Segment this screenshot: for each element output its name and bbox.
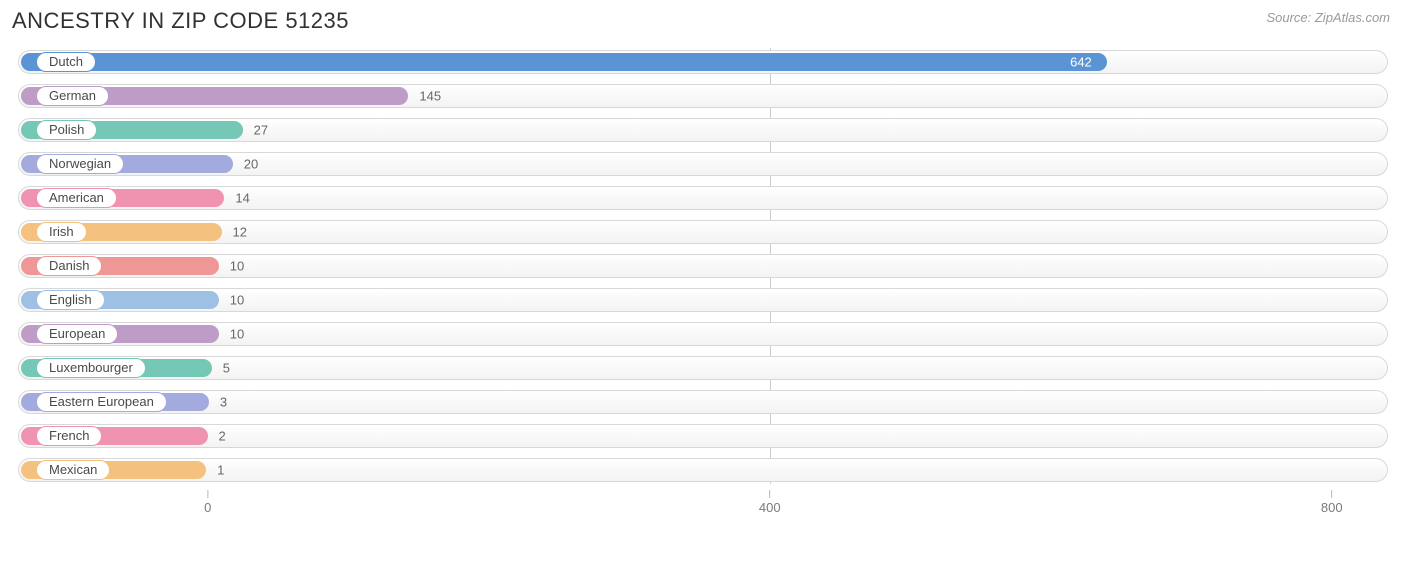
- bar-row: Dutch 642: [18, 48, 1388, 76]
- bar-label-pill: Dutch: [36, 52, 96, 72]
- bar-row: German 145: [18, 82, 1388, 110]
- bar-value-label: 5: [223, 361, 230, 376]
- bar-value-label: 27: [254, 123, 268, 138]
- axis-tick-line: [1331, 490, 1332, 498]
- axis-tick-line: [207, 490, 208, 498]
- axis-tick-label: 400: [759, 500, 781, 515]
- chart-title: ANCESTRY IN ZIP CODE 51235: [12, 8, 349, 34]
- bar-label-pill: European: [36, 324, 118, 344]
- axis-tick: 400: [759, 490, 781, 515]
- bar-label-pill: Mexican: [36, 460, 110, 480]
- bar-value-label: 14: [235, 191, 249, 206]
- axis-tick-label: 0: [204, 500, 211, 515]
- bar-label-pill: Polish: [36, 120, 97, 140]
- bar-row: Polish 27: [18, 116, 1388, 144]
- bar-row: Eastern European 3: [18, 388, 1388, 416]
- bar-track: [18, 220, 1388, 244]
- bar-row: American 14: [18, 184, 1388, 212]
- axis-tick: 0: [204, 490, 211, 515]
- axis-tick: 800: [1321, 490, 1343, 515]
- bar-value-label: 10: [230, 327, 244, 342]
- chart-plot: Dutch642German145Polish27Norwegian20Amer…: [18, 48, 1388, 484]
- bar-track: [18, 322, 1388, 346]
- bar-label-pill: German: [36, 86, 109, 106]
- chart-header: ANCESTRY IN ZIP CODE 51235 Source: ZipAt…: [12, 8, 1394, 34]
- bar-row: Mexican 1: [18, 456, 1388, 484]
- bar-value-label: 12: [233, 225, 247, 240]
- bar-track: [18, 288, 1388, 312]
- axis-tick-line: [769, 490, 770, 498]
- bar-row: French 2: [18, 422, 1388, 450]
- bar-label-pill: Luxembourger: [36, 358, 146, 378]
- bar-value-label: 3: [220, 395, 227, 410]
- bar-row: Luxembourger 5: [18, 354, 1388, 382]
- bar-value-label: 1: [217, 463, 224, 478]
- bar-label-pill: Irish: [36, 222, 87, 242]
- bar-row: European 10: [18, 320, 1388, 348]
- bar-label-pill: English: [36, 290, 105, 310]
- bar: [21, 53, 1107, 71]
- chart-source: Source: ZipAtlas.com: [1266, 8, 1394, 25]
- bar-value-label: 145: [419, 89, 441, 104]
- bar-row: Irish 12: [18, 218, 1388, 246]
- bar-value-label: 2: [219, 429, 226, 444]
- bar-label-pill: French: [36, 426, 102, 446]
- chart-x-axis: 0 400 800: [18, 490, 1388, 520]
- bar-value-label: 10: [230, 259, 244, 274]
- chart-area: Dutch642German145Polish27Norwegian20Amer…: [12, 48, 1394, 520]
- bar-row: Norwegian 20: [18, 150, 1388, 178]
- bar-label-pill: Eastern European: [36, 392, 167, 412]
- chart-container: ANCESTRY IN ZIP CODE 51235 Source: ZipAt…: [0, 0, 1406, 520]
- axis-tick-label: 800: [1321, 500, 1343, 515]
- bar-label-pill: American: [36, 188, 117, 208]
- bar-row: Danish 10: [18, 252, 1388, 280]
- bar-row: English 10: [18, 286, 1388, 314]
- bar-value-label: 20: [244, 157, 258, 172]
- bar-label-pill: Danish: [36, 256, 102, 276]
- bar-value-label: 10: [230, 293, 244, 308]
- bar-value-label: 642: [1070, 55, 1092, 70]
- bar-track: [18, 254, 1388, 278]
- bar-label-pill: Norwegian: [36, 154, 124, 174]
